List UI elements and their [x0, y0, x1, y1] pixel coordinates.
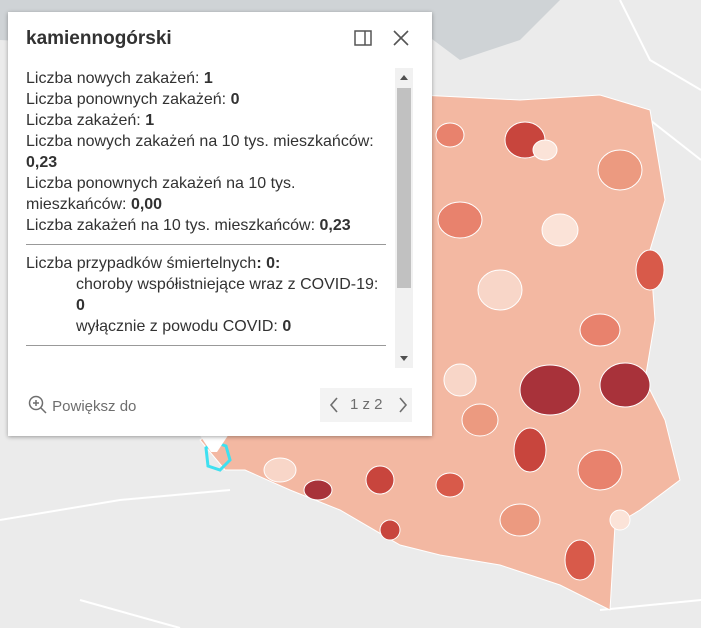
field-label: Liczba przypadków śmiertelnych: [26, 255, 257, 272]
field-row: Liczba nowych zakażeń na 10 tys. mieszka…: [26, 131, 386, 173]
field-value: 0,23: [26, 154, 58, 171]
zoom-button[interactable]: Powiększ do: [28, 395, 136, 415]
pager: 1 z 2: [320, 388, 412, 422]
field-value: 1: [145, 112, 155, 129]
field-label: Liczba ponownych zakażeń:: [26, 91, 227, 108]
next-button[interactable]: [399, 397, 408, 413]
field-label: choroby współistniejące wraz z COVID-19:: [76, 276, 379, 293]
districts: [263, 121, 665, 581]
popup-footer: Powiększ do 1 z 2: [8, 386, 432, 422]
field-value: 0: [76, 297, 85, 314]
popup-content: Liczba nowych zakażeń: 1 Liczba ponownych…: [26, 68, 386, 368]
field-label: Liczba zakażeń:: [26, 112, 141, 129]
deaths-row: Liczba przypadków śmiertelnych: 0:: [26, 253, 386, 274]
zoom-label: Powiększ do: [52, 398, 137, 415]
field-row: Liczba ponownych zakażeń na 10 tys. mies…: [26, 173, 386, 215]
zoom-icon: [28, 395, 47, 414]
field-value: 1: [203, 70, 213, 87]
field-value: : 0:: [256, 255, 281, 272]
field-label: Liczba nowych zakażeń:: [26, 70, 200, 87]
field-row: Liczba zakażeń: 1: [26, 110, 386, 131]
prev-button[interactable]: [329, 397, 338, 413]
deaths-item: choroby współistniejące wraz z COVID-19:…: [26, 274, 386, 316]
dock-button[interactable]: [354, 30, 372, 46]
field-value: 0: [230, 91, 240, 108]
field-label: wyłącznie z powodu COVID:: [76, 318, 278, 335]
field-label: Liczba ponownych zakażeń na 10 tys. mies…: [26, 175, 296, 213]
popup-pointer: [199, 434, 229, 452]
field-row: Liczba zakażeń na 10 tys. mieszkańców: 0…: [26, 215, 386, 236]
scrollbar[interactable]: [395, 68, 413, 368]
field-value: 0: [282, 318, 292, 335]
deaths-item: wyłącznie z powodu COVID: 0: [26, 316, 386, 337]
field-label: Liczba nowych zakażeń na 10 tys. mieszka…: [26, 133, 374, 150]
field-value: 0,00: [130, 196, 163, 213]
field-value: 0,23: [319, 217, 351, 234]
close-button[interactable]: [393, 30, 409, 46]
popup-controls: [354, 30, 409, 46]
popup-title: kamiennogórski: [26, 28, 172, 49]
field-label: Liczba zakażeń na 10 tys. mieszkańców:: [26, 217, 316, 234]
pager-label: 1 z 2: [350, 396, 383, 413]
scroll-thumb[interactable]: [397, 88, 411, 288]
separator: [26, 244, 386, 245]
field-row: Liczba ponownych zakażeń: 0: [26, 89, 386, 110]
separator: [26, 345, 386, 346]
field-row: Liczba nowych zakażeń: 1: [26, 68, 386, 89]
